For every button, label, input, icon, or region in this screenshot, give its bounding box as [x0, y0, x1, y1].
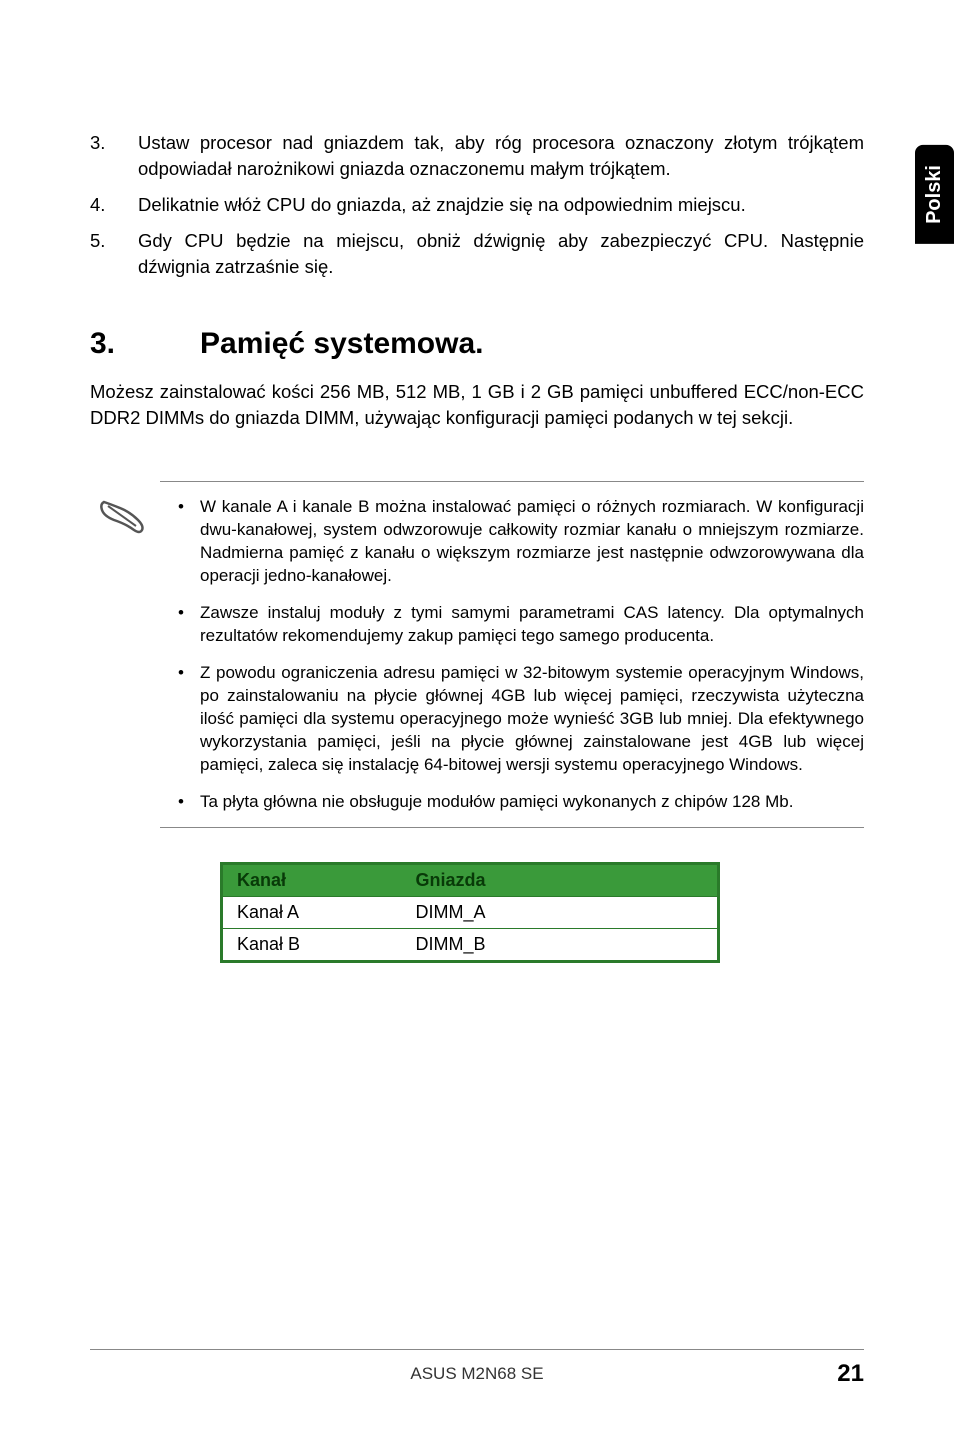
section-number: 3.	[90, 327, 200, 361]
list-text: Ustaw procesor nad gniazdem tak, aby róg…	[138, 130, 864, 182]
bullet: •	[160, 791, 200, 814]
section-heading: 3. Pamięć systemowa.	[90, 327, 864, 361]
table-cell: Kanał A	[222, 897, 402, 929]
bullet: •	[160, 662, 200, 777]
list-item: 5. Gdy CPU będzie na miejscu, obniż dźwi…	[90, 228, 864, 280]
note-item: • Z powodu ograniczenia adresu pamięci w…	[160, 662, 864, 777]
table-header: Kanał	[222, 864, 402, 897]
note-text: Z powodu ograniczenia adresu pamięci w 3…	[200, 662, 864, 777]
table-cell: Kanał B	[222, 929, 402, 962]
page-content: 3. Ustaw procesor nad gniazdem tak, aby …	[0, 0, 954, 963]
footer-center: ASUS M2N68 SE	[348, 1364, 606, 1384]
section-title: Pamięć systemowa.	[200, 327, 484, 361]
note-text: Zawsze instaluj moduły z tymi samymi par…	[200, 602, 864, 648]
note-item: • W kanale A i kanale B można instalować…	[160, 496, 864, 588]
table-cell: DIMM_A	[402, 897, 719, 929]
note-item: • Ta płyta główna nie obsługuje modułów …	[160, 791, 864, 814]
bullet: •	[160, 496, 200, 588]
page-footer: ASUS M2N68 SE 21	[90, 1349, 864, 1388]
list-number: 3.	[90, 130, 138, 182]
table-header-row: Kanał Gniazda	[222, 864, 719, 897]
list-text: Delikatnie włóż CPU do gniazda, aż znajd…	[138, 192, 864, 218]
note-icon	[98, 496, 146, 541]
note-item: • Zawsze instaluj moduły z tymi samymi p…	[160, 602, 864, 648]
table-row: Kanał B DIMM_B	[222, 929, 719, 962]
footer-page-number: 21	[606, 1360, 864, 1388]
table-header: Gniazda	[402, 864, 719, 897]
bullet: •	[160, 602, 200, 648]
list-item: 4. Delikatnie włóż CPU do gniazda, aż zn…	[90, 192, 864, 218]
note-box: • W kanale A i kanale B można instalować…	[160, 481, 864, 828]
table-cell: DIMM_B	[402, 929, 719, 962]
list-number: 4.	[90, 192, 138, 218]
list-number: 5.	[90, 228, 138, 280]
section-intro: Możesz zainstalować kości 256 MB, 512 MB…	[90, 379, 864, 431]
note-text: W kanale A i kanale B można instalować p…	[200, 496, 864, 588]
list-text: Gdy CPU będzie na miejscu, obniż dźwigni…	[138, 228, 864, 280]
note-text: Ta płyta główna nie obsługuje modułów pa…	[200, 791, 864, 814]
channel-table: Kanał Gniazda Kanał A DIMM_A Kanał B DIM…	[220, 862, 720, 963]
list-item: 3. Ustaw procesor nad gniazdem tak, aby …	[90, 130, 864, 182]
table-row: Kanał A DIMM_A	[222, 897, 719, 929]
